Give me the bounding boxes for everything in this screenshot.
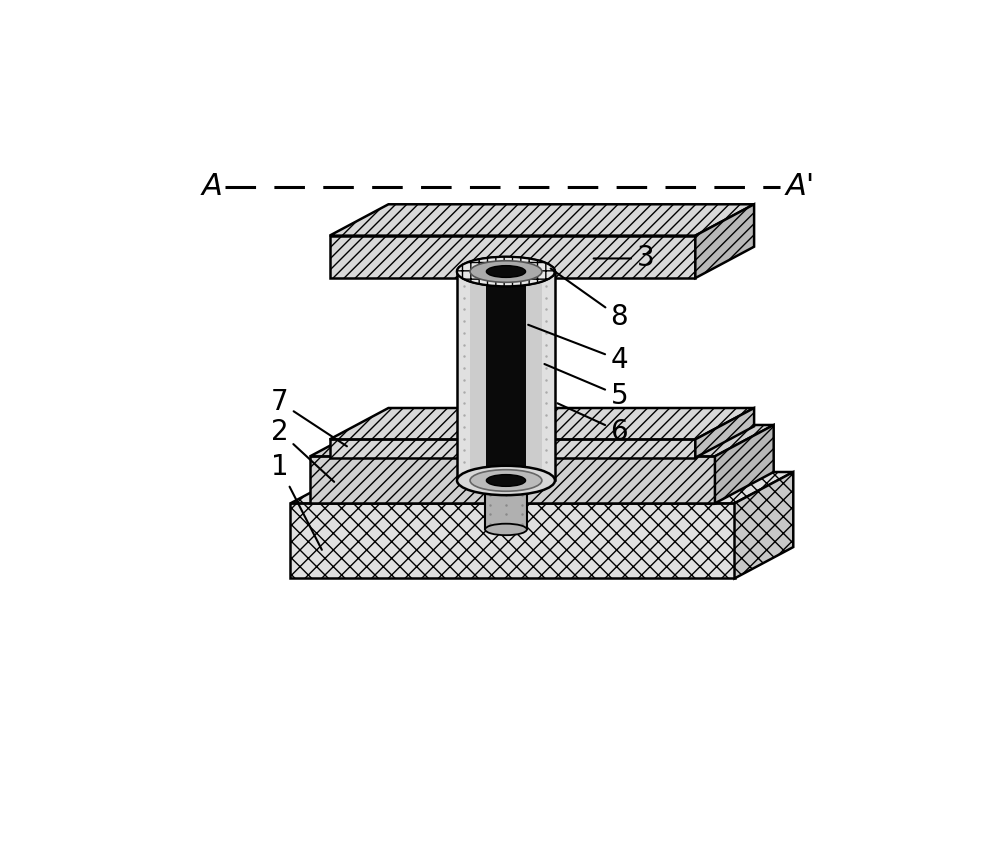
- Polygon shape: [330, 408, 754, 439]
- Polygon shape: [735, 472, 793, 578]
- Polygon shape: [695, 408, 754, 458]
- Polygon shape: [470, 271, 542, 481]
- Polygon shape: [290, 504, 735, 578]
- Text: 6: 6: [557, 404, 628, 445]
- Polygon shape: [457, 271, 555, 481]
- Polygon shape: [290, 472, 793, 504]
- Ellipse shape: [485, 524, 527, 535]
- Polygon shape: [330, 439, 695, 458]
- Polygon shape: [486, 268, 526, 483]
- Polygon shape: [485, 477, 527, 529]
- Polygon shape: [715, 425, 774, 504]
- Polygon shape: [310, 425, 774, 456]
- Text: A: A: [202, 172, 223, 201]
- Polygon shape: [330, 236, 695, 278]
- Text: 3: 3: [594, 244, 654, 272]
- Ellipse shape: [486, 265, 526, 277]
- Polygon shape: [310, 456, 715, 504]
- Ellipse shape: [470, 470, 542, 491]
- Polygon shape: [330, 204, 754, 236]
- Text: 4: 4: [528, 325, 628, 374]
- Text: 8: 8: [551, 269, 628, 332]
- Ellipse shape: [457, 466, 555, 495]
- Ellipse shape: [457, 257, 555, 287]
- Polygon shape: [695, 204, 754, 278]
- Ellipse shape: [457, 257, 555, 287]
- Text: 2: 2: [271, 417, 334, 482]
- Text: 1: 1: [271, 454, 322, 550]
- Text: 7: 7: [271, 388, 347, 446]
- Text: A': A': [785, 172, 814, 201]
- Text: 5: 5: [544, 364, 628, 410]
- Ellipse shape: [486, 475, 526, 487]
- Ellipse shape: [470, 260, 542, 282]
